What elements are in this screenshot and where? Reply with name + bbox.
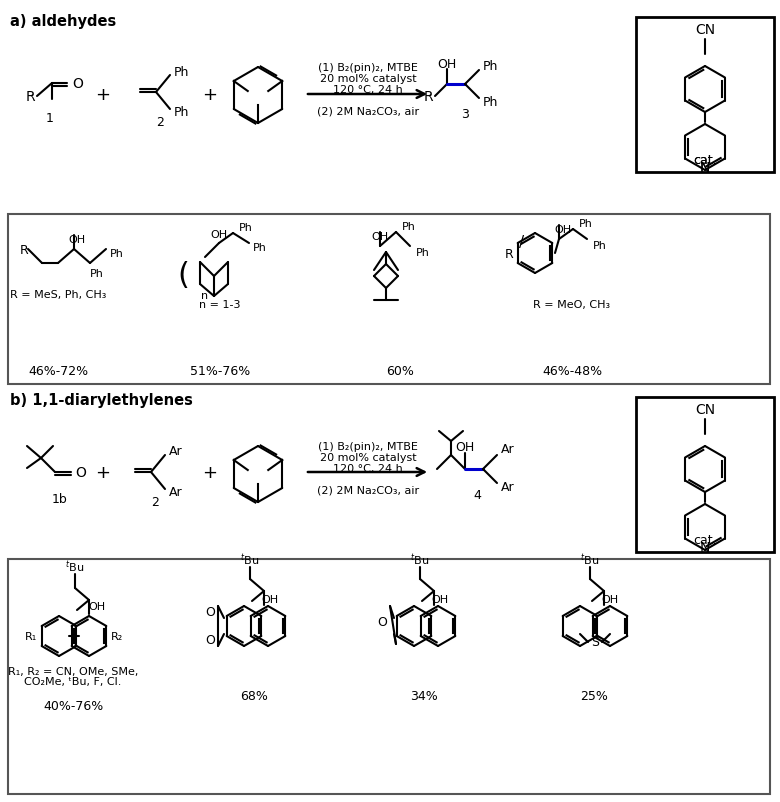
Text: $^t$Bu: $^t$Bu — [66, 558, 84, 574]
Text: Ar: Ar — [501, 481, 515, 494]
Text: Ph: Ph — [90, 269, 104, 278]
Text: Ph: Ph — [483, 60, 498, 74]
Text: cat.: cat. — [693, 533, 717, 546]
Text: O: O — [377, 616, 387, 629]
Text: R₁: R₁ — [25, 631, 37, 642]
Bar — [636, 18, 774, 172]
Text: OH: OH — [88, 602, 105, 611]
Text: OH: OH — [68, 235, 85, 245]
Text: CN: CN — [695, 23, 715, 37]
Text: OH: OH — [555, 225, 572, 235]
Text: N: N — [700, 160, 710, 175]
Text: OH: OH — [211, 229, 228, 240]
Text: cat.: cat. — [693, 153, 717, 166]
Text: Ph: Ph — [174, 66, 190, 79]
Text: 120 °C, 24 h: 120 °C, 24 h — [333, 85, 403, 95]
Text: Ph: Ph — [483, 96, 498, 109]
Text: n: n — [201, 290, 208, 301]
Bar — [8, 215, 770, 384]
Text: a) aldehydes: a) aldehydes — [10, 14, 116, 29]
Text: n = 1-3: n = 1-3 — [199, 300, 241, 310]
Text: $^t$Bu: $^t$Bu — [240, 552, 260, 567]
Text: +: + — [203, 464, 218, 481]
Text: 40%-76%: 40%-76% — [43, 699, 103, 713]
Text: (: ( — [177, 261, 189, 290]
Text: R: R — [504, 247, 513, 260]
Text: OH: OH — [456, 441, 474, 454]
Text: (1) B₂(pin)₂, MTBE: (1) B₂(pin)₂, MTBE — [318, 63, 418, 73]
Text: $^t$Bu: $^t$Bu — [580, 552, 600, 567]
Text: +: + — [95, 464, 111, 481]
Text: N: N — [700, 541, 710, 554]
Text: Ph: Ph — [593, 241, 607, 251]
Text: R₁, R₂ = CN, OMe, SMe,: R₁, R₂ = CN, OMe, SMe, — [8, 666, 138, 676]
Text: N: N — [700, 160, 710, 175]
Text: 1: 1 — [46, 111, 54, 124]
Text: 46%-72%: 46%-72% — [28, 365, 88, 378]
Text: Ph: Ph — [110, 249, 124, 259]
Text: O: O — [205, 606, 215, 618]
Text: 2: 2 — [156, 116, 164, 129]
Text: S: S — [591, 636, 599, 649]
Text: 46%-48%: 46%-48% — [542, 365, 602, 378]
Text: Ar: Ar — [169, 486, 183, 499]
Text: R: R — [20, 243, 29, 256]
Text: OH: OH — [601, 594, 619, 604]
Text: 60%: 60% — [386, 365, 414, 378]
Text: 120 °C, 24 h: 120 °C, 24 h — [333, 464, 403, 473]
Text: OH: OH — [438, 58, 456, 71]
Text: OH: OH — [261, 594, 278, 604]
Text: Ph: Ph — [239, 223, 253, 233]
Bar — [225, 435, 295, 514]
Text: Ph: Ph — [402, 221, 416, 232]
Text: 3: 3 — [461, 108, 469, 121]
Text: Ph: Ph — [174, 107, 190, 119]
Text: (2) 2M Na₂CO₃, air: (2) 2M Na₂CO₃, air — [317, 107, 419, 117]
Text: +: + — [203, 86, 218, 104]
Text: OH: OH — [431, 594, 448, 604]
Text: 25%: 25% — [580, 690, 608, 703]
Text: Ph: Ph — [253, 243, 267, 253]
Text: O: O — [72, 77, 83, 91]
Bar — [8, 559, 770, 794]
Text: cat.: cat. — [693, 153, 717, 166]
Text: Ar: Ar — [501, 443, 515, 456]
Text: /: / — [519, 234, 525, 249]
Text: CO₂Me, ᵗBu, F, Cl.: CO₂Me, ᵗBu, F, Cl. — [24, 676, 122, 687]
Text: (2) 2M Na₂CO₃, air: (2) 2M Na₂CO₃, air — [317, 485, 419, 496]
Bar — [636, 398, 774, 553]
Text: 4: 4 — [473, 489, 481, 502]
Text: R = MeS, Ph, CH₃: R = MeS, Ph, CH₃ — [10, 290, 106, 300]
Text: 68%: 68% — [240, 690, 268, 703]
Text: O: O — [75, 465, 86, 480]
Text: Ph: Ph — [579, 219, 593, 229]
Text: (1) B₂(pin)₂, MTBE: (1) B₂(pin)₂, MTBE — [318, 441, 418, 452]
Text: CN: CN — [695, 403, 715, 416]
Text: b) 1,1-diarylethylenes: b) 1,1-diarylethylenes — [10, 392, 193, 407]
Text: R = MeO, CH₃: R = MeO, CH₃ — [534, 300, 611, 310]
Text: 2: 2 — [151, 496, 159, 508]
Text: Ar: Ar — [169, 445, 183, 458]
Text: 51%-76%: 51%-76% — [190, 365, 250, 378]
Text: $^t$Bu: $^t$Bu — [410, 552, 430, 567]
Text: O: O — [205, 634, 215, 646]
Text: 1b: 1b — [52, 493, 68, 506]
Text: Ph: Ph — [416, 248, 430, 257]
Text: R: R — [25, 90, 35, 104]
Text: OH: OH — [371, 232, 388, 241]
Text: 20 mol% catalyst: 20 mol% catalyst — [320, 74, 417, 84]
Text: +: + — [95, 86, 111, 104]
Text: 34%: 34% — [410, 690, 438, 703]
Text: R: R — [424, 90, 433, 104]
Text: R₂: R₂ — [111, 631, 123, 642]
Bar — [225, 56, 295, 136]
Text: 20 mol% catalyst: 20 mol% catalyst — [320, 452, 417, 463]
